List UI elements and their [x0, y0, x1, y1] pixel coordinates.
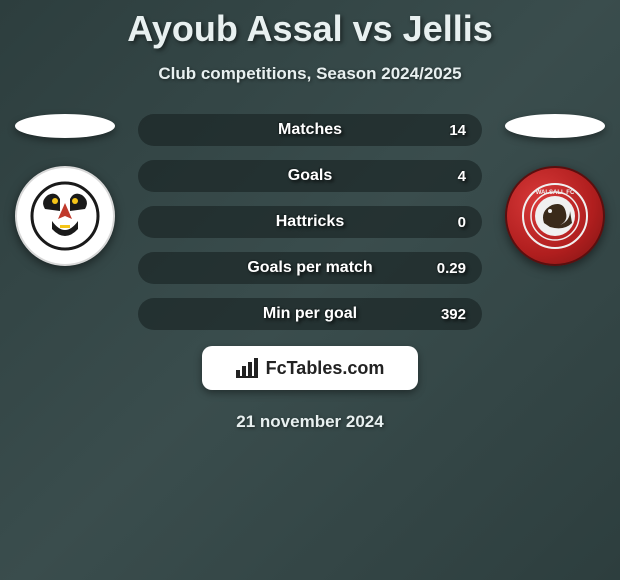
stat-label: Matches [278, 121, 342, 139]
stat-label: Goals per match [247, 259, 372, 277]
afc-wimbledon-crest-icon [30, 181, 100, 251]
right-player-ellipse [505, 114, 605, 138]
right-club-badge: WALSALL FC [505, 166, 605, 266]
svg-text:WALSALL FC: WALSALL FC [536, 190, 575, 196]
stat-row-goals-per-match: Goals per match 0.29 [138, 252, 482, 284]
stat-value: 0.29 [437, 260, 466, 277]
brand-text: FcTables.com [266, 358, 385, 379]
left-player-ellipse [15, 114, 115, 138]
page-title: Ayoub Assal vs Jellis [0, 0, 620, 50]
stat-label: Goals [288, 167, 332, 185]
bar-chart-icon [236, 358, 262, 378]
stat-label: Min per goal [263, 305, 357, 323]
main-columns: Matches 14 Goals 4 Hattricks 0 Goals per… [0, 114, 620, 432]
stat-row-matches: Matches 14 [138, 114, 482, 146]
stat-value: 14 [449, 122, 466, 139]
right-column: WALSALL FC [500, 114, 610, 266]
subtitle: Club competitions, Season 2024/2025 [0, 64, 620, 84]
stat-row-hattricks: Hattricks 0 [138, 206, 482, 238]
walsall-fc-crest-icon: WALSALL FC [520, 181, 590, 251]
stats-column: Matches 14 Goals 4 Hattricks 0 Goals per… [120, 114, 500, 432]
brand-box: FcTables.com [202, 346, 418, 390]
stat-row-goals: Goals 4 [138, 160, 482, 192]
stat-row-min-per-goal: Min per goal 392 [138, 298, 482, 330]
stat-label: Hattricks [276, 213, 344, 231]
left-club-badge [15, 166, 115, 266]
stat-value: 0 [458, 214, 466, 231]
stat-value: 392 [441, 306, 466, 323]
stat-value: 4 [458, 168, 466, 185]
left-column [10, 114, 120, 266]
date-text: 21 november 2024 [138, 412, 482, 432]
